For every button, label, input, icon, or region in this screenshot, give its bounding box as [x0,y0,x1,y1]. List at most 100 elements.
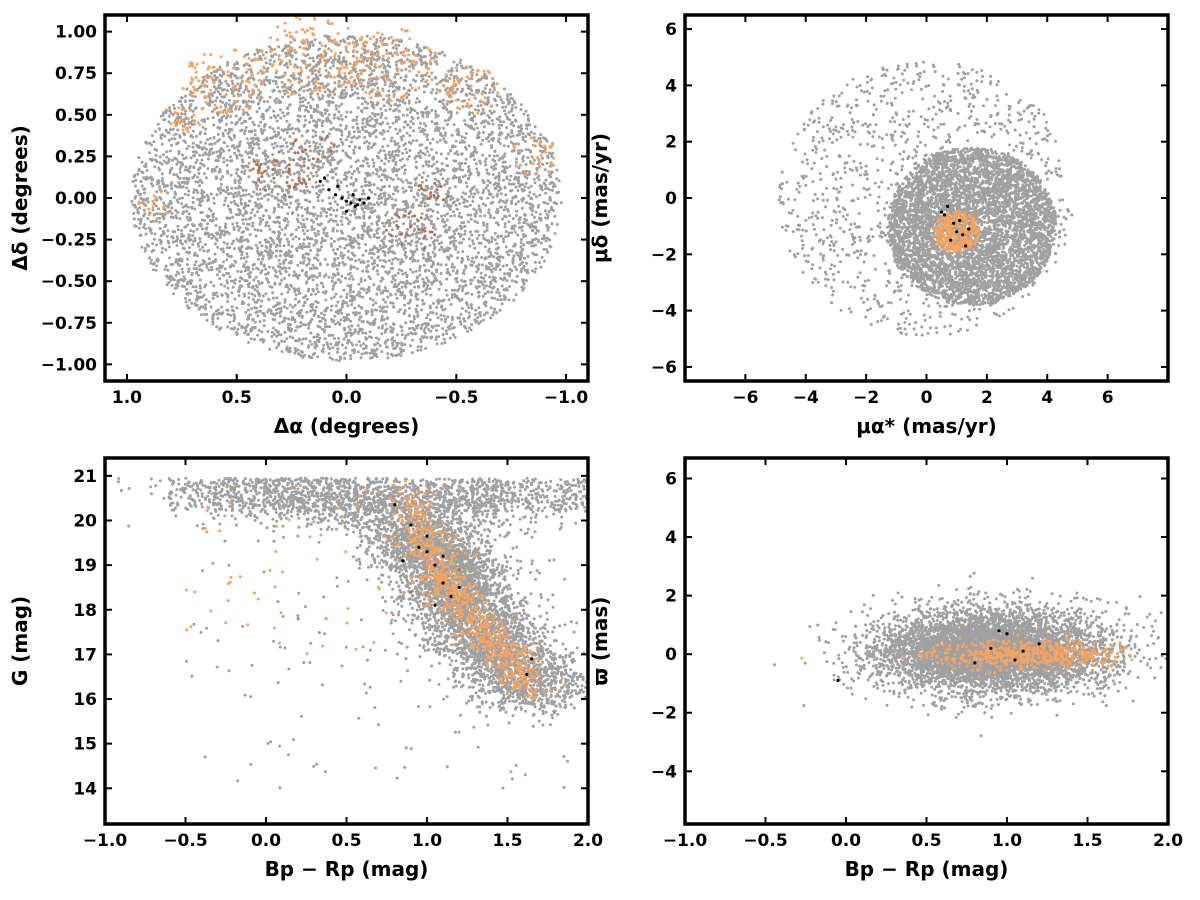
data-point-field-stars [192,191,196,194]
data-point-field-stars [309,248,313,252]
data-point-field-stars [352,135,356,139]
data-point-field-stars [506,144,510,148]
data-point-field-stars [322,231,326,235]
data-point-field-stars [268,125,272,129]
data-point-field-stars [182,247,186,251]
data-point-field-stars [302,304,305,308]
data-point-field-stars [383,194,386,198]
data-point-field-stars [557,179,561,183]
data-point-field-stars [383,341,387,345]
data-point-field-stars [307,242,311,246]
data-point-field-stars [331,196,335,200]
data-point-field-stars [180,232,184,236]
data-point-field-stars [304,118,307,122]
data-point-field-stars [222,241,226,244]
data-point-field-stars [391,206,395,210]
data-point-field-stars [468,203,472,207]
data-point-field-stars [306,154,310,158]
data-point-field-stars [311,135,315,139]
data-point-field-stars [389,176,393,180]
data-point-field-stars [230,121,234,125]
data-point-field-stars [349,341,353,345]
data-point-field-stars [391,258,395,262]
data-point-field-stars [427,269,431,273]
data-point-field-stars [479,142,483,146]
data-point-field-stars [269,249,273,253]
data-point-field-stars [349,213,353,217]
data-point-field-stars [444,224,448,227]
data-point-field-stars [387,153,391,157]
data-point-field-stars [414,79,417,83]
data-point-field-stars [337,359,341,363]
data-point-field-stars [361,121,365,125]
data-point-field-stars [525,127,529,131]
data-point-field-stars [446,118,450,122]
data-point-field-stars [221,100,225,104]
data-point-field-stars [185,287,189,291]
data-point-field-stars [281,144,285,148]
data-point-field-stars [382,224,386,228]
data-point-field-stars [256,210,259,214]
data-point-field-stars [394,160,398,164]
data-point-field-stars [193,207,197,211]
data-point-field-stars [201,153,205,157]
data-point-field-stars [460,307,464,310]
data-point-field-stars [499,298,503,302]
data-point-field-stars [223,199,227,203]
data-point-field-stars [344,346,348,350]
data-point-field-stars [150,182,153,186]
data-point-field-stars [307,322,311,326]
data-point-field-stars [368,188,372,192]
data-point-field-stars [240,244,244,248]
data-point-field-stars [509,92,513,96]
data-point-field-stars [384,289,387,292]
data-point-field-stars [339,219,343,223]
data-point-field-stars [227,103,231,107]
data-point-field-stars [355,293,359,297]
data-point-field-stars [341,142,345,146]
data-point-field-stars [516,189,520,192]
data-point-field-stars [549,245,553,249]
data-point-field-stars [197,264,201,268]
data-point-field-stars [401,180,405,184]
data-point-field-stars [493,238,497,242]
data-point-field-stars [329,121,333,125]
data-point-field-stars [416,43,420,46]
data-point-field-stars [209,148,212,152]
data-point-field-stars [484,203,488,207]
data-point-field-stars [286,95,290,99]
data-point-field-stars [524,148,528,152]
data-point-field-stars [390,244,394,248]
data-point-field-stars [441,78,445,82]
data-point-field-stars [463,229,467,233]
data-point-field-stars [305,185,308,189]
data-point-field-stars [268,285,272,288]
data-point-field-stars [371,267,375,271]
data-point-field-stars [253,320,257,324]
data-point-field-stars [408,134,412,137]
data-point-field-stars [339,114,343,117]
data-point-field-stars [177,152,181,156]
data-point-field-stars [439,313,443,317]
data-point-field-stars [321,165,325,169]
data-point-field-stars [354,177,358,181]
data-point-field-stars [536,176,539,180]
data-point-field-stars [391,54,394,58]
data-point-field-stars [357,282,361,286]
data-point-field-stars [301,253,305,257]
data-point-field-stars [331,333,335,337]
data-point-field-stars [379,196,383,200]
data-point-field-stars [490,240,494,243]
data-point-field-stars [145,243,149,247]
data-point-field-stars [397,43,401,47]
data-point-field-stars [191,129,195,133]
data-point-field-stars [503,109,506,113]
data-point-field-stars [195,299,199,302]
data-point-field-stars [271,79,275,83]
data-point-field-stars [247,285,251,289]
data-point-field-stars [469,192,473,196]
data-point-field-stars [344,138,348,142]
data-point-field-stars [407,314,411,318]
data-point-field-stars [174,260,178,264]
data-point-field-stars [471,111,475,115]
